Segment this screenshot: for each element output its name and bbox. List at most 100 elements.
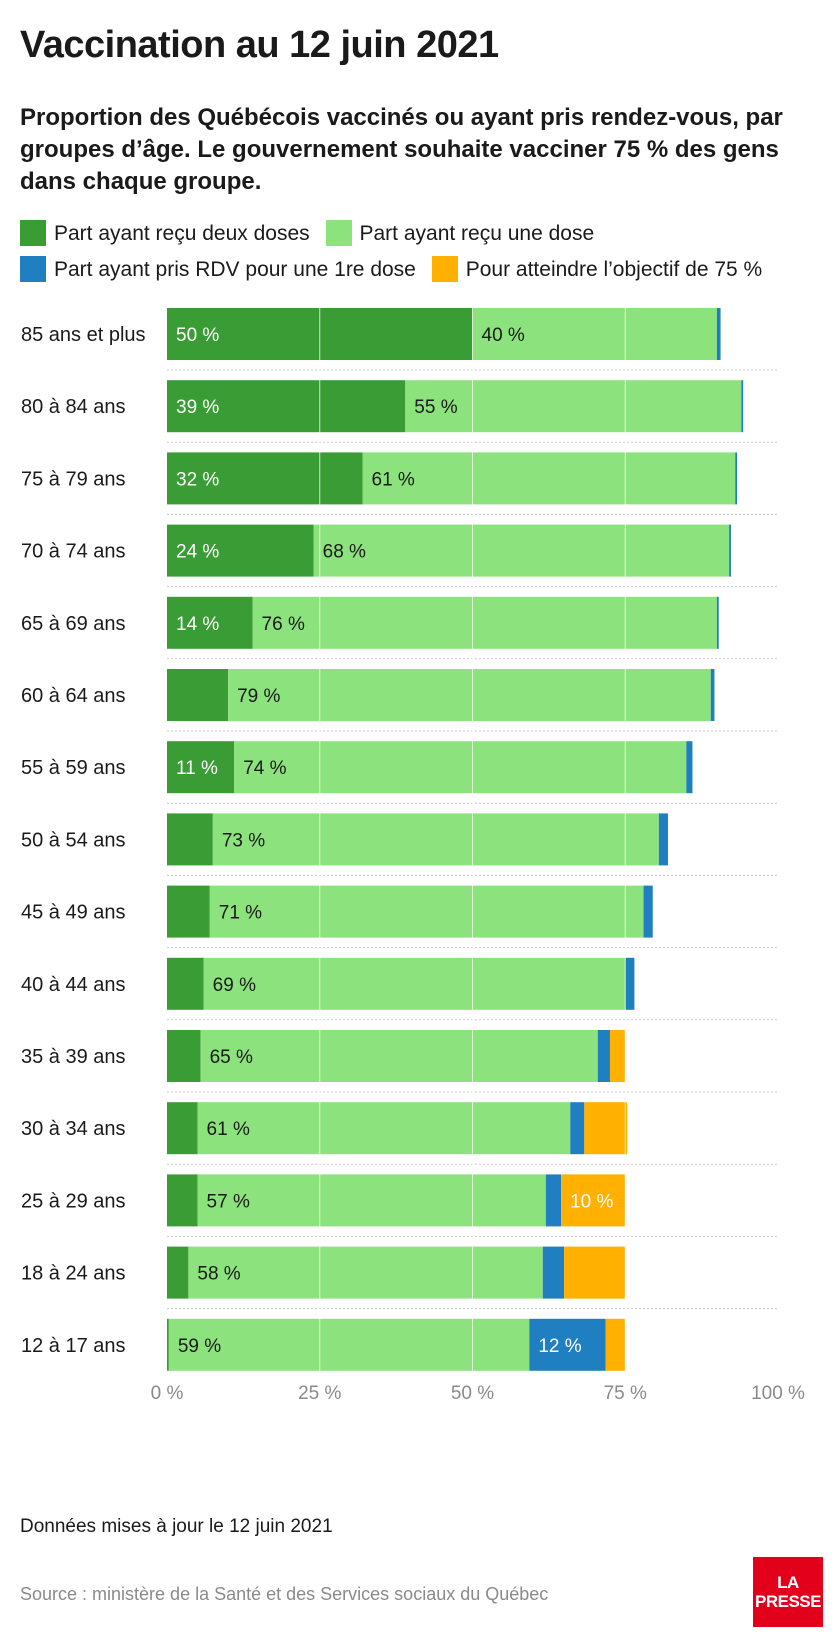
bar-segment (545, 1174, 562, 1227)
bar-segment (234, 741, 687, 794)
data-label: 39 % (176, 397, 219, 418)
data-label: 65 % (210, 1047, 253, 1068)
data-label: 55 % (414, 397, 457, 418)
data-label: 57 % (207, 1191, 250, 1212)
category-label: 85 ans et plus (21, 324, 146, 346)
bar-segment (167, 1246, 189, 1299)
data-label: 74 % (243, 758, 286, 779)
bar-segment (564, 1246, 626, 1299)
bar-segment (313, 524, 730, 577)
category-label: 12 à 17 ans (21, 1335, 126, 1357)
bar-segment (167, 596, 253, 649)
legend-item-objective: Pour atteindre l’objectif de 75 % (431, 256, 763, 282)
bar-segment (188, 1246, 543, 1299)
bar-segment (167, 524, 314, 577)
labels-layer: 85 ans et plus 50 % 40 % 80 à 84 ans 39 % 55 … (21, 324, 805, 1404)
legend-label: Pour atteindre l’objectif de 75 % (465, 258, 763, 281)
bar-segment (597, 1030, 610, 1082)
category-label: 25 à 29 ans (21, 1190, 126, 1212)
category-label: 65 à 69 ans (21, 613, 126, 635)
bar-segment (710, 669, 715, 721)
bar-segment (167, 452, 363, 505)
bar-segment (212, 813, 659, 866)
category-label: 40 à 44 ans (21, 974, 126, 996)
category-label: 80 à 84 ans (21, 396, 126, 418)
bar-segment (167, 1030, 201, 1082)
bar-segment (405, 380, 742, 433)
legend-swatch (20, 220, 46, 246)
category-label: 60 à 64 ans (21, 685, 126, 707)
data-label: 50 % (176, 325, 219, 346)
legend: Part ayant reçu deux doses Part ayant re… (20, 216, 820, 288)
data-label: 61 % (207, 1119, 250, 1140)
data-label: 58 % (197, 1264, 240, 1285)
la-presse-logo: LA PRESSE (753, 1557, 823, 1627)
legend-item-appointment: Part ayant pris RDV pour une 1re dose (20, 256, 416, 282)
bar-segment (167, 1102, 198, 1155)
data-label: 76 % (262, 614, 305, 635)
legend-label: Part ayant reçu deux doses (54, 222, 310, 245)
bar-segment (584, 1102, 628, 1155)
bar-segment (716, 308, 721, 360)
legend-label: Part ayant reçu une dose (359, 222, 595, 245)
data-label: 68 % (323, 542, 366, 563)
bar-segment (167, 1174, 198, 1227)
bar-segment (197, 1174, 546, 1227)
bar-segment (228, 669, 711, 721)
legend-swatch (431, 256, 458, 282)
data-label: 61 % (372, 469, 415, 490)
data-label: 24 % (176, 542, 219, 563)
legend-label: Part ayant pris RDV pour une 1re dose (54, 258, 416, 281)
data-label: 79 % (237, 686, 280, 707)
bar-segment (609, 1030, 626, 1082)
category-label: 45 à 49 ans (21, 902, 126, 924)
bar-segment (200, 1030, 598, 1082)
source-note: Source : ministère de la Santé et des Se… (20, 1584, 549, 1604)
bar-segment (167, 957, 204, 1010)
data-label: 14 % (176, 614, 219, 635)
bar-segment (167, 1318, 169, 1371)
gridlines-layer (167, 308, 778, 1371)
bar-segment (625, 957, 635, 1010)
stacked-bar-chart: 85 ans et plus 50 % 40 % 80 à 84 ans 39 % 55 … (21, 308, 805, 1404)
bar-segment (542, 1246, 565, 1299)
bar-segment (561, 1174, 626, 1227)
category-label: 50 à 54 ans (21, 829, 126, 851)
bar-segment (167, 741, 235, 794)
logo-line2: PRESSE (755, 1592, 821, 1611)
category-label: 70 à 74 ans (21, 541, 126, 563)
bar-segment (605, 1318, 626, 1371)
bar-segment (529, 1318, 606, 1371)
bar-segment (643, 885, 653, 938)
bar-segment (209, 885, 644, 938)
legend-item-one-dose: Part ayant reçu une dose (325, 220, 595, 246)
footnote: Données mises à jour le 12 juin 2021 (20, 1516, 333, 1537)
bar-segment (658, 813, 669, 866)
bar-segment (167, 813, 213, 866)
bar-segment (472, 308, 717, 360)
bar-segment (203, 957, 626, 1010)
data-label: 69 % (213, 975, 256, 996)
bar-segment (197, 1102, 571, 1155)
bar-segment (168, 1318, 530, 1371)
bar-segment (570, 1102, 585, 1155)
bar-segment (741, 380, 744, 433)
category-label: 35 à 39 ans (21, 1046, 126, 1068)
data-label: 40 % (482, 325, 525, 346)
data-label: 73 % (222, 830, 265, 851)
data-label: 32 % (176, 469, 219, 490)
x-tick-label: 50 % (451, 1383, 494, 1404)
chart-title: Vaccination au 12 juin 2021 (20, 24, 499, 66)
category-label: 30 à 34 ans (21, 1118, 126, 1140)
bar-segment (167, 380, 406, 433)
x-tick-label: 75 % (604, 1383, 647, 1404)
chart-subtitle: Proportion des Québécois vaccinés ou aya… (20, 104, 783, 195)
legend-swatch (20, 256, 46, 282)
data-label: 11 % (176, 758, 218, 779)
bar-segment (735, 452, 738, 505)
category-label: 55 à 59 ans (21, 757, 126, 779)
x-tick-label: 100 % (751, 1383, 805, 1404)
category-label: 18 à 24 ans (21, 1263, 126, 1285)
bar-segment (252, 596, 717, 649)
category-label: 75 à 79 ans (21, 468, 126, 490)
